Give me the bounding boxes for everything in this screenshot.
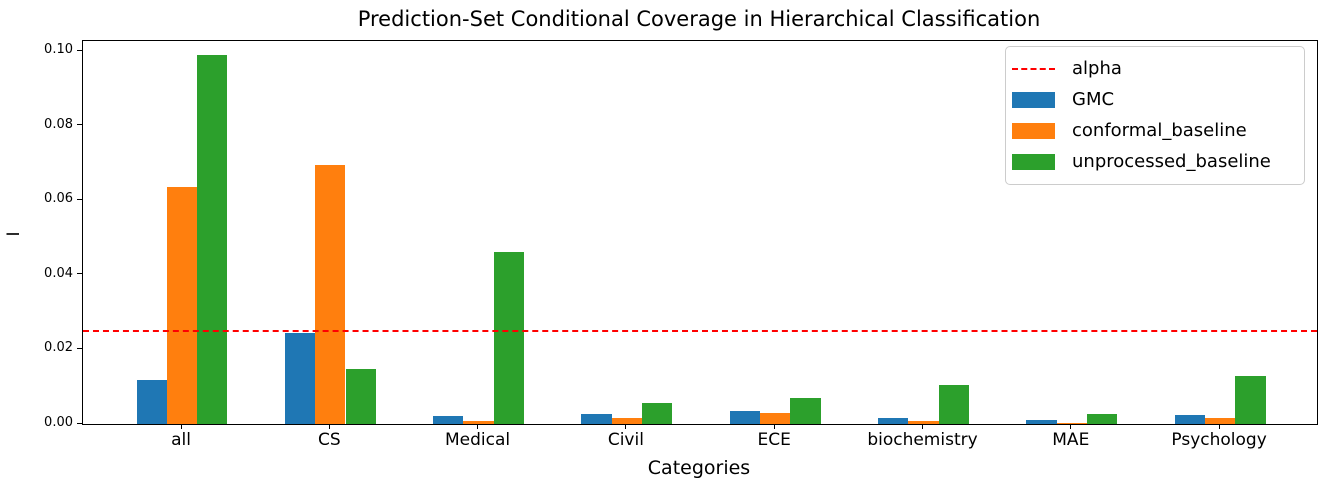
bar-conformal_baseline-Psychology	[1204, 418, 1236, 424]
bar-GMC-Psychology	[1174, 415, 1205, 424]
bar-conformal_baseline-all	[166, 187, 198, 424]
legend-line-alpha-icon	[1012, 67, 1055, 70]
y-tick	[77, 347, 82, 349]
legend-item-alpha: alpha	[1012, 55, 1293, 82]
x-tick	[625, 424, 627, 429]
legend-label-unprocessed_baseline: unprocessed_baseline	[1072, 151, 1271, 172]
x-tick	[1218, 424, 1220, 429]
bar-GMC-biochemistry	[878, 417, 909, 424]
x-tick-label-biochemistry: biochemistry	[867, 430, 978, 450]
legend-swatch-GMC	[1012, 91, 1055, 108]
y-tick	[77, 124, 82, 126]
x-tick	[773, 424, 775, 429]
legend-item-unprocessed_baseline: unprocessed_baseline	[1012, 148, 1293, 175]
x-tick	[1070, 424, 1072, 429]
bar-conformal_baseline-MAE	[1056, 422, 1087, 424]
bar-unprocessed_baseline-all	[197, 54, 228, 424]
x-tick	[180, 424, 182, 429]
bar-GMC-Medical	[433, 415, 464, 424]
x-tick-label-MAE: MAE	[1052, 430, 1090, 450]
y-tick	[77, 422, 82, 424]
x-tick-label-all: all	[171, 430, 191, 450]
y-tick-label: 0.00	[44, 415, 73, 430]
y-tick-label: 0.06	[44, 191, 73, 207]
legend-swatch-conformal_baseline	[1012, 122, 1055, 139]
bar-unprocessed_baseline-Medical	[493, 251, 525, 424]
legend: alpha GMC conformal_baseline unprocessed_ba…	[1005, 46, 1305, 185]
bar-conformal_baseline-biochemistry	[908, 420, 939, 424]
y-tick-label: 0.04	[44, 265, 73, 281]
bar-GMC-ECE	[729, 410, 760, 424]
x-tick-label-Medical: Medical	[445, 430, 511, 450]
bar-GMC-all	[136, 380, 167, 424]
bar-unprocessed_baseline-Civil	[642, 403, 673, 424]
legend-swatch-unprocessed_baseline	[1012, 153, 1055, 170]
y-axis-label: I	[4, 231, 24, 237]
chart-title: Prediction-Set Conditional Coverage in H…	[357, 7, 1041, 31]
bar-unprocessed_baseline-CS	[345, 369, 376, 424]
y-tick-label: 0.10	[44, 42, 73, 58]
x-tick-label-Psychology: Psychology	[1171, 430, 1267, 450]
y-tick-label: 0.08	[44, 116, 73, 132]
bar-conformal_baseline-Civil	[611, 418, 642, 424]
legend-item-conformal_baseline: conformal_baseline	[1012, 117, 1293, 144]
bar-unprocessed_baseline-ECE	[790, 397, 821, 424]
legend-label-alpha: alpha	[1072, 58, 1122, 79]
y-tick	[77, 198, 82, 200]
y-tick-label: 0.02	[44, 340, 73, 356]
bar-conformal_baseline-ECE	[760, 412, 791, 424]
y-tick	[77, 49, 82, 51]
legend-label-GMC: GMC	[1072, 89, 1115, 110]
x-tick	[477, 424, 479, 429]
x-tick	[328, 424, 330, 429]
y-tick	[77, 273, 82, 275]
x-axis-label: Categories	[647, 457, 751, 479]
bar-GMC-CS	[284, 333, 316, 424]
bar-GMC-MAE	[1026, 420, 1057, 424]
bar-GMC-Civil	[581, 413, 612, 424]
x-tick-label-CS: CS	[317, 430, 341, 450]
bar-unprocessed_baseline-MAE	[1087, 413, 1118, 424]
bar-unprocessed_baseline-biochemistry	[938, 384, 969, 424]
alpha-reference-line	[83, 329, 1317, 332]
x-tick-label-ECE: ECE	[757, 430, 791, 450]
bar-conformal_baseline-Medical	[463, 420, 494, 424]
legend-item-GMC: GMC	[1012, 86, 1293, 113]
bar-conformal_baseline-CS	[315, 164, 346, 424]
legend-label-conformal_baseline: conformal_baseline	[1072, 120, 1247, 141]
bar-unprocessed_baseline-Psychology	[1235, 375, 1266, 424]
x-tick-label-Civil: Civil	[607, 430, 644, 450]
x-tick	[922, 424, 923, 429]
